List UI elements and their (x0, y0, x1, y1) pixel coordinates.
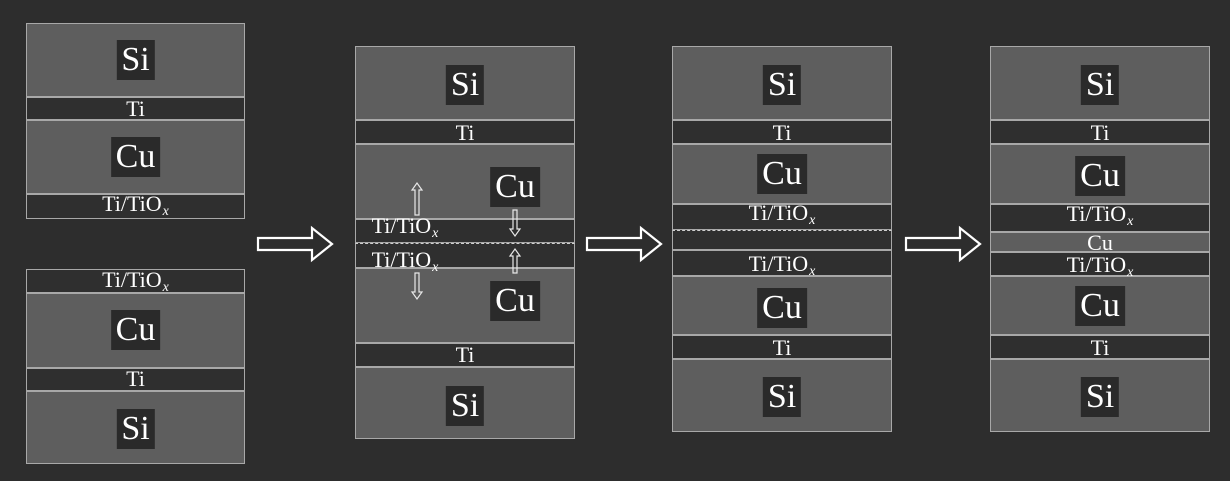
ti-label: Ti (455, 342, 475, 367)
cu-label: Cu (110, 310, 161, 350)
ti-label: Ti (1090, 335, 1110, 360)
ti-label: Ti (772, 120, 792, 145)
cu-interlayer (990, 232, 1210, 252)
ti-layer (355, 120, 575, 144)
si-label: Si (1080, 377, 1120, 417)
si-label: Si (445, 386, 485, 426)
ti-layer (355, 343, 575, 367)
diffusion-arrow-down-icon (508, 209, 522, 238)
stage3-stack: Si Ti Cu Ti/TiOx Ti/TiOx Cu Ti Si (672, 46, 892, 432)
tiox-layer (355, 219, 575, 243)
tiox-layer (26, 194, 245, 219)
diffusion-arrow-up-icon (508, 247, 522, 274)
tiox-label: Ti/TiOx (371, 247, 439, 275)
ti-layer (672, 120, 892, 144)
stage1-top-stack: Si Ti Cu Ti/TiOx (26, 23, 245, 219)
tiox-label: Ti/TiOx (371, 213, 439, 241)
process-arrow-icon (256, 225, 334, 263)
ti-layer (26, 368, 245, 391)
cu-label: Cu (490, 167, 540, 207)
tiox-label: Ti/TiOx (1066, 252, 1134, 280)
diffusion-arrow-down-icon (410, 272, 424, 301)
ti-label: Ti (1090, 120, 1110, 145)
ti-label: Ti (455, 120, 475, 145)
tiox-label: Ti/TiOx (1066, 201, 1134, 229)
tiox-layer (990, 252, 1210, 276)
cu-label: Cu (757, 154, 807, 194)
tiox-label: Ti/TiOx (748, 200, 816, 228)
tiox-layer (355, 243, 575, 268)
si-label: Si (116, 409, 155, 449)
si-label: Si (762, 377, 802, 417)
si-label: Si (1080, 65, 1120, 105)
ti-layer (672, 335, 892, 359)
cu-label: Cu (1075, 286, 1125, 326)
stage4-stack: Si Ti Cu Ti/TiOx Cu Ti/TiOx Cu Ti Si (990, 46, 1210, 432)
cu-label: Cu (757, 288, 807, 328)
interface-layer (672, 230, 892, 250)
stage2-stack: Si Ti Cu Ti/TiOx Ti/TiOx Cu Ti Si (355, 46, 575, 439)
tiox-layer (672, 204, 892, 230)
cu-label: Cu (110, 137, 161, 177)
cu-label: Cu (490, 281, 540, 321)
si-label: Si (762, 65, 802, 105)
tiox-layer (672, 250, 892, 276)
tiox-label: Ti/TiOx (102, 267, 169, 295)
si-label: Si (116, 40, 155, 80)
ti-label: Ti (772, 335, 792, 360)
tiox-label: Ti/TiOx (748, 251, 816, 279)
tiox-layer (990, 204, 1210, 232)
tiox-label: Ti/TiOx (102, 191, 169, 219)
si-label: Si (445, 65, 485, 105)
si-substrate (355, 367, 575, 439)
ti-label: Ti (126, 366, 145, 391)
cu-interlayer-label: Cu (1087, 230, 1113, 255)
ti-layer (990, 335, 1210, 359)
process-arrow-icon (904, 225, 982, 263)
cu-layer (355, 268, 575, 343)
stage1-bottom-stack: Ti/TiOx Cu Ti Si (26, 269, 245, 464)
ti-label: Ti (126, 96, 145, 121)
ti-layer (990, 120, 1210, 144)
cu-layer (355, 144, 575, 219)
process-arrow-icon (585, 225, 663, 263)
tiox-layer (26, 269, 245, 293)
diffusion-arrow-up-icon (410, 181, 424, 216)
ti-layer (26, 97, 245, 120)
cu-label: Cu (1075, 156, 1125, 196)
